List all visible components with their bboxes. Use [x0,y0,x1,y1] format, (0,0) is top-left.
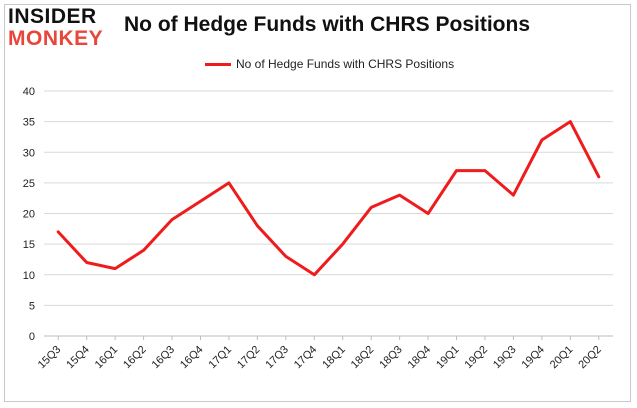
chart-legend: No of Hedge Funds with CHRS Positions [205,56,454,72]
y-tick-label: 0 [29,331,35,343]
x-tick-label: 16Q2 [121,344,149,372]
x-tick-label: 19Q3 [491,344,519,372]
y-tick-label: 15 [23,239,35,251]
y-tick-label: 25 [23,178,35,190]
legend-swatch [205,62,231,66]
x-tick-label: 19Q4 [519,344,547,372]
x-tick-label: 15Q4 [64,344,92,372]
y-tick-label: 35 [23,117,35,129]
x-tick-label: 20Q2 [576,344,604,372]
y-tick-label: 20 [23,209,35,221]
x-tick-label: 18Q2 [349,344,377,372]
logo-line-2: MONKEY [8,27,104,50]
x-tick-label: 18Q1 [320,344,348,372]
chart-title: No of Hedge Funds with CHRS Positions [124,13,530,36]
x-tick-label: 17Q1 [207,344,235,372]
x-tick-label: 15Q3 [36,344,64,372]
insider-monkey-logo: INSIDER MONKEY [8,6,118,50]
series-line [56,120,601,277]
x-tick-label: 17Q3 [263,344,291,372]
legend-label: No of Hedge Funds with CHRS Positions [236,57,455,71]
x-tick-label: 19Q1 [434,344,462,372]
y-tick-label: 5 [29,300,35,312]
y-tick-label: 10 [23,270,35,282]
x-tick-label: 16Q4 [178,344,206,372]
x-tick-label: 16Q3 [150,344,178,372]
x-tick-label: 16Q1 [93,344,121,372]
x-tick-label: 19Q2 [463,344,491,372]
y-tick-label: 40 [23,86,35,98]
x-tick-label: 18Q4 [406,344,434,372]
y-tick-label: 30 [23,147,35,159]
logo-line-1: INSIDER [8,5,97,28]
x-tick-label: 17Q4 [292,344,320,372]
x-tick-label: 17Q2 [235,344,263,372]
x-tick-label: 18Q3 [377,344,405,372]
x-tick-label: 20Q1 [548,344,576,372]
